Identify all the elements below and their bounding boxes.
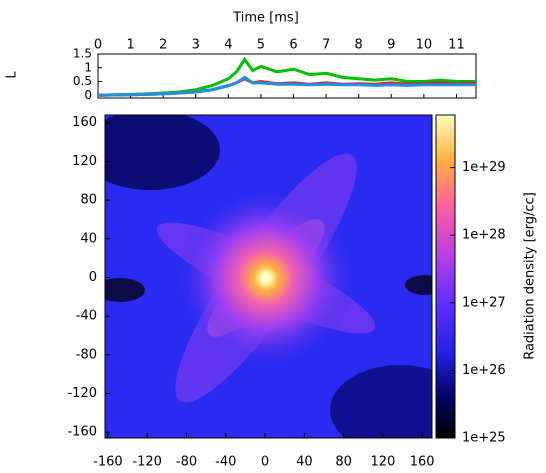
line-series: [97, 56, 476, 97]
x-tick-label: 5: [257, 38, 265, 53]
y-tick-label: 1: [84, 60, 92, 74]
x-tick-label: 7: [322, 38, 330, 53]
heatmap-image: [105, 115, 432, 438]
colorbar-tick-label: 1e+29: [462, 160, 506, 175]
x-tick-label: 160: [410, 455, 435, 470]
y-tick-label: 80: [80, 193, 97, 208]
line-series: [97, 75, 476, 97]
x-tick-label: -40: [215, 455, 236, 470]
colorbar-tick-label: 1e+28: [462, 228, 506, 243]
x-tick-label: 3: [192, 38, 200, 53]
y-tick-label: 120: [72, 154, 97, 169]
y-tick-label: -40: [76, 309, 97, 324]
x-axis-title: Time [ms]: [232, 11, 299, 26]
x-tick-label: -120: [132, 455, 162, 470]
colorbar-tick-label: 1e+25: [462, 431, 506, 446]
y-tick-label: 0.5: [73, 74, 92, 88]
x-tick-label: 10: [416, 38, 433, 53]
x-tick-label: 2: [159, 38, 167, 53]
y-tick-label: -120: [67, 386, 97, 401]
y-tick-label: 40: [80, 231, 97, 246]
y-tick-label: 160: [72, 115, 97, 130]
x-tick-label: 0: [261, 455, 269, 470]
y-tick-label: -80: [76, 347, 97, 362]
y-tick-label: 0: [84, 88, 92, 102]
colorbar: [435, 114, 456, 439]
x-tick-label: 40: [296, 455, 313, 470]
x-tick-label: -80: [176, 455, 197, 470]
x-tick-label: 80: [335, 455, 352, 470]
y-tick-label: 1.5: [73, 47, 92, 61]
y-tick-label: 0: [89, 270, 97, 285]
colorbar-title: Radiation density [erg/cc]: [523, 192, 538, 360]
x-tick-label: 4: [224, 38, 232, 53]
x-tick-label: 1: [126, 38, 134, 53]
colorbar-tick-label: 1e+27: [462, 295, 506, 310]
colorbar-tick-label: 1e+26: [462, 363, 506, 378]
x-tick-label: 9: [387, 38, 395, 53]
x-tick-label: 11: [448, 38, 465, 53]
x-tick-label: 0: [94, 38, 102, 53]
x-tick-label: 6: [289, 38, 297, 53]
x-tick-label: -160: [93, 455, 123, 470]
y-tick-label: -160: [67, 425, 97, 440]
x-tick-label: 8: [355, 38, 363, 53]
y-axis-title: L: [5, 71, 20, 79]
x-tick-label: 120: [370, 455, 395, 470]
